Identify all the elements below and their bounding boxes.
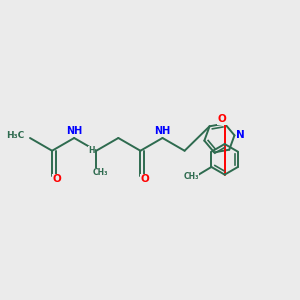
Text: CH₃: CH₃ <box>93 168 109 177</box>
Text: O: O <box>52 174 61 184</box>
Text: O: O <box>217 114 226 124</box>
Text: H: H <box>88 146 95 155</box>
Text: N: N <box>236 130 245 140</box>
Text: H₃C: H₃C <box>6 130 24 140</box>
Text: CH₃: CH₃ <box>183 172 199 181</box>
Text: NH: NH <box>154 125 171 136</box>
Text: O: O <box>140 174 149 184</box>
Text: NH: NH <box>66 125 82 136</box>
